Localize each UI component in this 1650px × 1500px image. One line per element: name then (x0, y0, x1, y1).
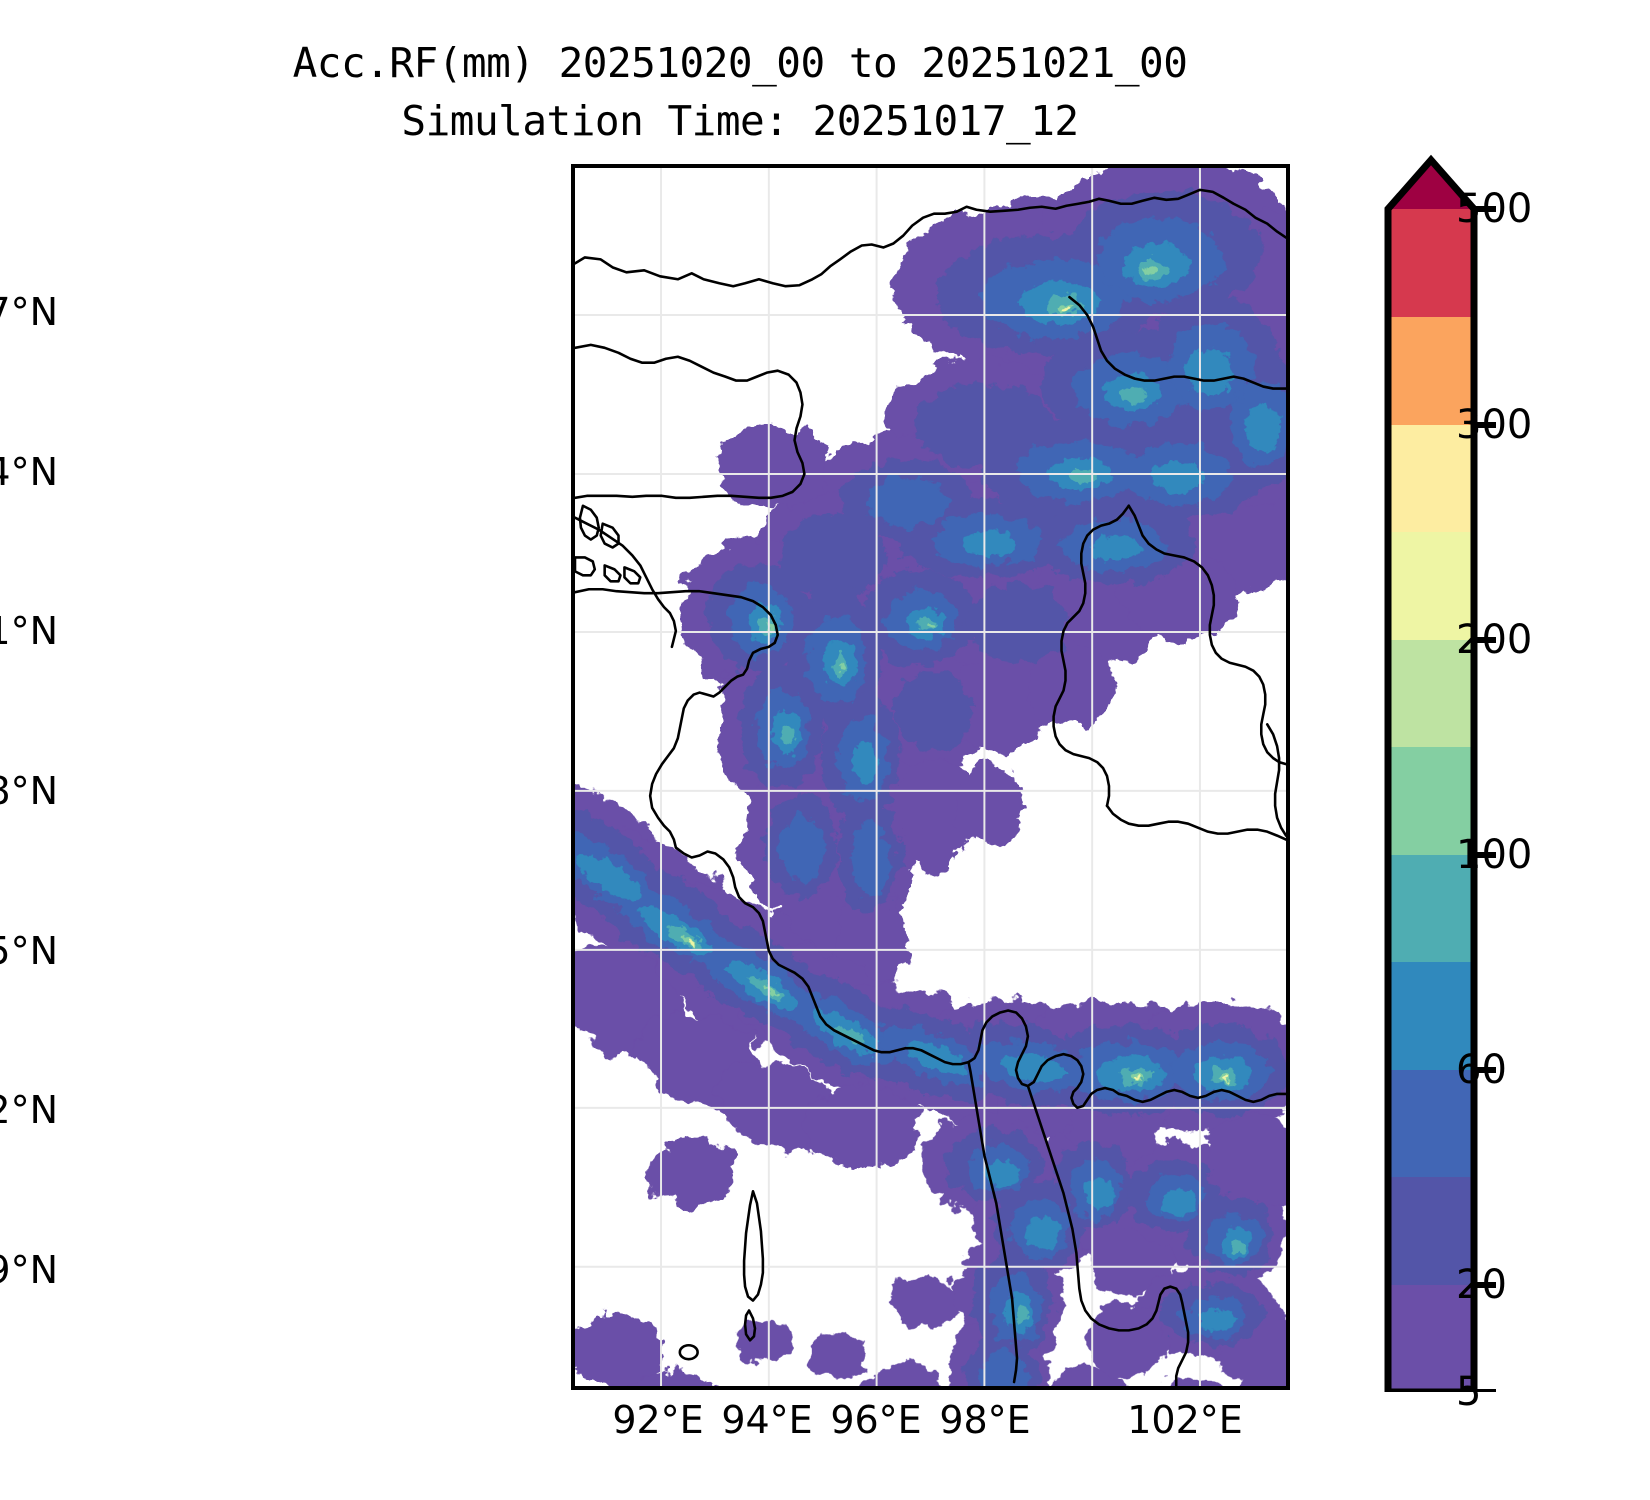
colorbar-ticks (1474, 206, 1496, 1392)
colorbar-label-500: 500 (1456, 186, 1533, 232)
colorbar-label-300: 300 (1456, 402, 1533, 448)
ytick-label-18N: 18°N (0, 769, 58, 813)
colorbar-label-100: 100 (1456, 832, 1533, 878)
colorbar-label-60: 60 (1456, 1047, 1507, 1093)
map-content (575, 168, 1286, 1386)
colorbar-extend-arrow (1388, 160, 1474, 209)
chart-title-line2: Simulation Time: 20251017_12 (401, 97, 1079, 146)
colorbar-label-5: 5 (1456, 1369, 1482, 1415)
map-svg (575, 168, 1286, 1386)
ytick-label-15N: 15°N (0, 929, 58, 973)
ytick-label-12N: 12°N (0, 1088, 58, 1132)
chart-title: Acc.RF(mm) 20251020_00 to 20251021_00 Si… (0, 34, 1480, 150)
xtick-label-92E: 92°E (612, 1398, 704, 1442)
xtick-label-102E: 102°E (1127, 1398, 1243, 1442)
map-plot-area[interactable] (571, 164, 1290, 1390)
xtick-label-94E: 94°E (721, 1398, 813, 1442)
ytick-label-9N: 9°N (0, 1248, 58, 1292)
xtick-label-96E: 96°E (830, 1398, 922, 1442)
colorbar-label-200: 200 (1456, 617, 1533, 663)
ytick-label-21N: 21°N (0, 609, 58, 653)
colorbar-label-20: 20 (1456, 1262, 1507, 1308)
ytick-label-27N: 27°N (0, 290, 58, 334)
colorbar[interactable]: 500 300 200 100 60 20 5 (1384, 152, 1634, 1415)
colorbar-bands (1388, 209, 1474, 1392)
map-coastlines (575, 188, 1286, 1386)
chart-title-line1: Acc.RF(mm) 20251020_00 to 20251021_00 (292, 39, 1188, 87)
ytick-label-24N: 24°N (0, 450, 58, 494)
xtick-label-98E: 98°E (939, 1398, 1031, 1442)
colorbar-svg (1384, 154, 1496, 1392)
